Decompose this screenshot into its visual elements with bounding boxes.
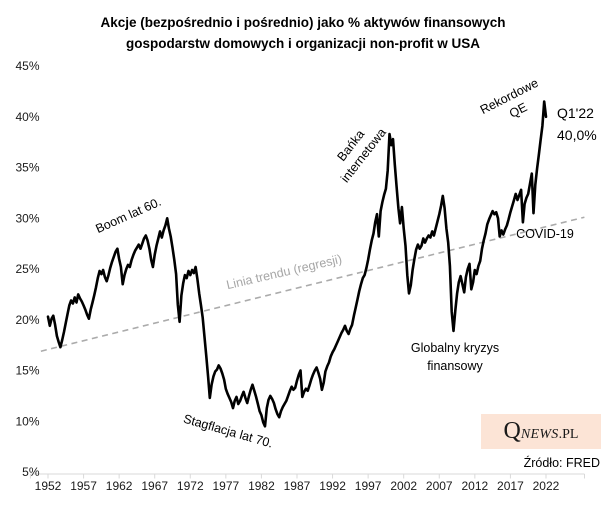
annotation-covid-19: COVID-19 bbox=[516, 227, 574, 241]
annotation-stagflation-70s-line1: Stagflacja lat 70. bbox=[182, 412, 275, 451]
x-axis-tick-label: 2007 bbox=[426, 479, 453, 493]
x-axis-tick-label: 1972 bbox=[177, 479, 204, 493]
x-axis-tick-label: 2012 bbox=[461, 479, 488, 493]
x-axis-tick-label: 1967 bbox=[141, 479, 168, 493]
y-axis-tick-label: 40% bbox=[15, 110, 39, 124]
y-axis-tick-label: 20% bbox=[15, 313, 39, 327]
y-axis-tick-label: 5% bbox=[22, 465, 40, 479]
x-axis-tick-label: 1992 bbox=[319, 479, 346, 493]
x-axis-tick-label: 2002 bbox=[390, 479, 417, 493]
x-axis-tick-label: 1997 bbox=[355, 479, 382, 493]
annotation-q1-22-line2: 40,0% bbox=[557, 127, 597, 143]
trend-line bbox=[40, 216, 585, 352]
annotation-boom-60s-line1: Boom lat 60. bbox=[93, 195, 163, 236]
qnews-logo-q: Q bbox=[503, 418, 521, 444]
chart-title-line2: gospodarstw domowych i organizacji non-p… bbox=[125, 35, 480, 51]
data-series-line bbox=[46, 100, 548, 428]
annotation-covid-19-line1: COVID-19 bbox=[516, 227, 574, 241]
x-axis-tick-label: 1982 bbox=[248, 479, 275, 493]
annotation-stagflation-70s: Stagflacja lat 70. bbox=[182, 412, 275, 451]
x-axis-tick-label: 1962 bbox=[106, 479, 133, 493]
y-axis-tick-label: 30% bbox=[15, 211, 39, 225]
y-axis-tick-label: 10% bbox=[15, 414, 39, 428]
annotation-trend-label: Linia trendu (regresji) bbox=[225, 252, 343, 292]
qnews-logo-pl: .PL bbox=[558, 427, 579, 442]
annotation-q1-22: Q1'22 40,0% bbox=[557, 105, 597, 143]
annotation-dotcom-bubble: Bańkainternetowa bbox=[325, 116, 388, 185]
source-label: Źródło: FRED bbox=[523, 456, 600, 470]
x-axis-tick-label: 1987 bbox=[284, 479, 311, 493]
qnews-logo: Q NEWS .PL bbox=[481, 414, 601, 449]
annotation-global-crisis: Globalny kryzys finansowy bbox=[411, 341, 499, 373]
annotation-q1-22-line1: Q1'22 bbox=[557, 105, 594, 121]
chart-title: Akcje (bezpośrednio i pośrednio) jako % … bbox=[0, 13, 606, 54]
x-axis-tick-label: 1952 bbox=[35, 479, 62, 493]
y-axis-tick-label: 25% bbox=[15, 262, 39, 276]
x-axis-tick-label: 2017 bbox=[497, 479, 524, 493]
annotation-trend-label-line1: Linia trendu (regresji) bbox=[225, 252, 343, 292]
y-axis-tick-label: 35% bbox=[15, 161, 39, 175]
y-axis-tick-label: 15% bbox=[15, 364, 39, 378]
chart-title-line1: Akcje (bezpośrednio i pośrednio) jako % … bbox=[100, 15, 506, 30]
x-axis-tick-label: 1957 bbox=[70, 479, 97, 493]
x-axis-tick-label: 1977 bbox=[212, 479, 239, 493]
annotation-global-crisis-line1: Globalny kryzys bbox=[411, 341, 499, 355]
y-axis-tick-label: 45% bbox=[15, 59, 39, 73]
qnews-logo-news: NEWS bbox=[520, 427, 559, 442]
annotation-global-crisis-line2: finansowy bbox=[427, 359, 483, 373]
x-axis-tick-label: 2022 bbox=[533, 479, 560, 493]
annotation-boom-60s: Boom lat 60. bbox=[93, 195, 163, 236]
